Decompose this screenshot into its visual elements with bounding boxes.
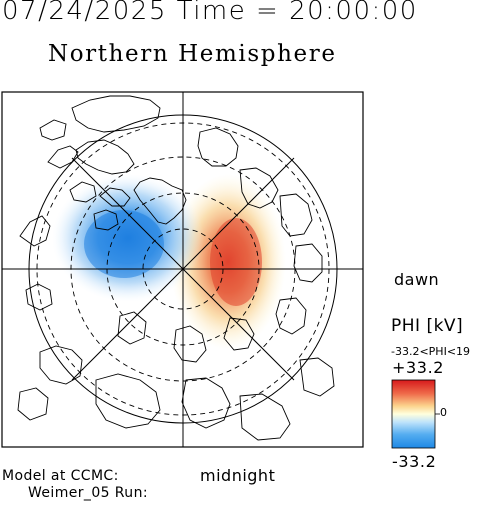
positive-potential-core	[210, 218, 262, 306]
colorbar-min-label: -33.2	[392, 452, 437, 471]
run-line: Weimer_05 Run:	[28, 485, 148, 501]
meridian-diagonal-2	[71, 157, 295, 381]
hemisphere-title: Northern Hemisphere	[48, 41, 337, 67]
colorbar-max-label: +33.2	[392, 358, 445, 377]
coastlines	[17, 95, 335, 441]
date-time-header: 07/24/2025 Time = 20:00:00	[2, 0, 418, 26]
colorbar-title: PHI [kV]	[391, 316, 464, 336]
colorbar-range-text: -33.2<PHI<19	[391, 345, 471, 358]
colorbar-zero-label: 0	[440, 406, 447, 419]
model-line: Model at CCMC:	[2, 468, 119, 484]
negative-potential-core	[84, 210, 164, 278]
colorbar-gradient	[391, 379, 436, 449]
dawn-label: dawn	[394, 270, 440, 289]
midnight-label: midnight	[200, 466, 276, 485]
